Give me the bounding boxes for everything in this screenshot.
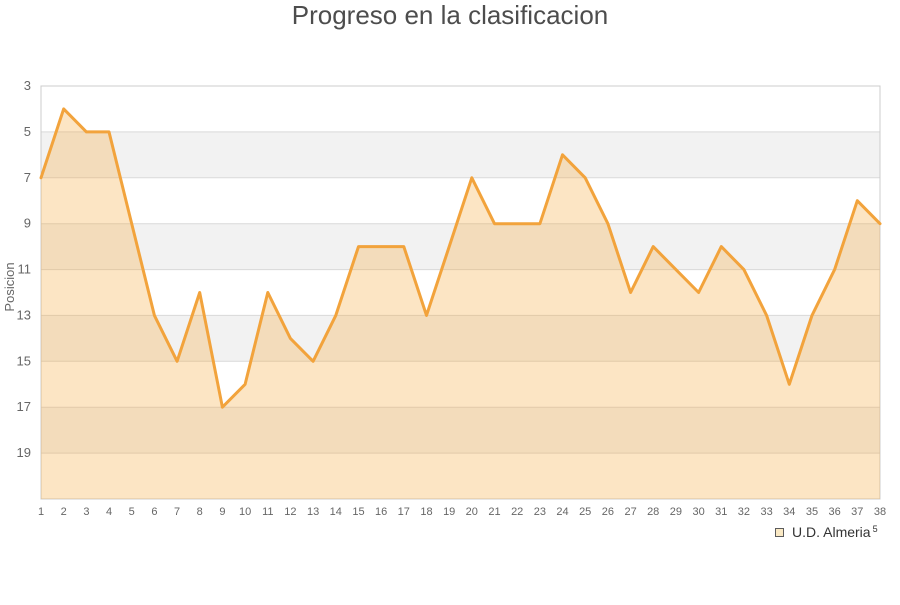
svg-text:24: 24 <box>556 506 568 518</box>
svg-text:15: 15 <box>352 506 364 518</box>
svg-text:6: 6 <box>151 506 157 518</box>
svg-text:1: 1 <box>38 506 44 518</box>
svg-text:14: 14 <box>330 506 342 518</box>
svg-text:2: 2 <box>61 506 67 518</box>
svg-text:25: 25 <box>579 506 591 518</box>
svg-text:23: 23 <box>534 506 546 518</box>
svg-text:32: 32 <box>738 506 750 518</box>
svg-text:9: 9 <box>24 216 31 231</box>
svg-text:28: 28 <box>647 506 659 518</box>
svg-text:16: 16 <box>375 506 387 518</box>
svg-text:19: 19 <box>443 506 455 518</box>
svg-text:10: 10 <box>239 506 251 518</box>
svg-text:27: 27 <box>624 506 636 518</box>
svg-text:36: 36 <box>828 506 840 518</box>
svg-text:11: 11 <box>262 506 273 518</box>
svg-text:26: 26 <box>602 506 614 518</box>
svg-text:3: 3 <box>24 78 31 93</box>
svg-text:20: 20 <box>466 506 478 518</box>
svg-text:8: 8 <box>197 506 203 518</box>
svg-text:19: 19 <box>17 445 31 460</box>
svg-text:34: 34 <box>783 506 795 518</box>
svg-text:3: 3 <box>83 506 89 518</box>
svg-text:30: 30 <box>692 506 704 518</box>
svg-text:9: 9 <box>219 506 225 518</box>
svg-text:4: 4 <box>106 506 112 518</box>
svg-text:33: 33 <box>760 506 772 518</box>
svg-text:12: 12 <box>284 506 296 518</box>
svg-text:7: 7 <box>174 506 180 518</box>
svg-text:5: 5 <box>129 506 135 518</box>
svg-text:17: 17 <box>17 399 31 414</box>
svg-text:13: 13 <box>307 506 319 518</box>
svg-text:5: 5 <box>24 124 31 139</box>
svg-text:37: 37 <box>851 506 863 518</box>
svg-text:18: 18 <box>420 506 432 518</box>
svg-text:31: 31 <box>715 506 727 518</box>
svg-text:21: 21 <box>488 506 500 518</box>
svg-text:22: 22 <box>511 506 523 518</box>
svg-text:17: 17 <box>398 506 410 518</box>
svg-text:29: 29 <box>670 506 682 518</box>
svg-text:35: 35 <box>806 506 818 518</box>
svg-text:7: 7 <box>24 170 31 185</box>
svg-text:38: 38 <box>874 506 886 518</box>
